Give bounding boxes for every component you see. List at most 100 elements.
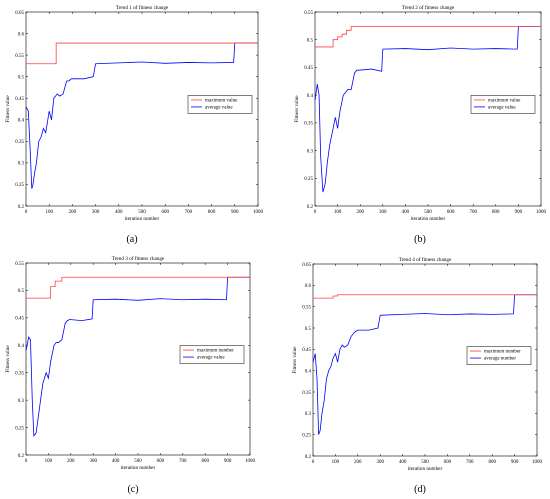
x-tick-label: 0 [314, 210, 317, 215]
x-tick-label: 200 [67, 459, 75, 464]
y-tick-label: 0.25 [302, 433, 311, 438]
x-tick-label: 400 [112, 459, 120, 464]
y-tick-label: 0.35 [15, 372, 24, 377]
series-line-maximum [26, 42, 258, 65]
legend-box [187, 95, 253, 114]
x-tick-label: 400 [399, 460, 407, 465]
x-axis-label: iteration number [408, 466, 443, 472]
y-tick-label: 0.55 [304, 11, 313, 16]
y-tick-label: 0.25 [304, 177, 313, 182]
chart-panel-1: Trend 1 of fitness change 0 100 200 300 400 50… [5, 4, 264, 245]
y-tick-label: 0.65 [15, 11, 24, 16]
y-tick-label: 0.2 [18, 205, 25, 210]
x-tick-label: 0 [25, 210, 28, 215]
y-tick-label: 0.5 [307, 39, 314, 44]
legend-box [470, 95, 536, 114]
x-tick-label: 700 [469, 210, 477, 215]
y-tick-label: 0.4 [18, 344, 25, 349]
y-tick-label: 0.5 [18, 289, 25, 294]
chart-title: Trend 2 of fitness change [402, 4, 455, 11]
y-axis-label: Fitness value [5, 345, 11, 373]
x-tick-label: 900 [515, 210, 523, 215]
x-tick-label: 800 [208, 210, 216, 215]
series-line-average [312, 294, 537, 435]
chart-panel-2: Trend 2 of fitness change 0 100 200 300 400 50… [294, 4, 547, 245]
x-tick-label: 800 [488, 460, 496, 465]
chart-panel-4: Trend 4 of fitness change 0 100 200 300 400 50… [292, 256, 543, 495]
y-tick-label: 0.2 [305, 455, 312, 460]
x-tick-label: 1000 [532, 460, 543, 465]
series-line-maximum [315, 26, 541, 48]
x-tick-label: 800 [201, 459, 209, 464]
x-tick-label: 700 [466, 460, 474, 465]
x-tick-label: 500 [421, 460, 429, 465]
y-tick-label: 0.55 [15, 54, 24, 59]
x-tick-label: 1000 [253, 210, 264, 215]
x-tick-label: 300 [89, 459, 97, 464]
y-tick-label: 0.45 [304, 66, 313, 71]
panel-caption: (a) [126, 234, 137, 245]
legend-box [466, 346, 532, 365]
y-tick-label: 0.45 [15, 317, 24, 322]
y-tick-label: 0.2 [307, 205, 314, 210]
legend-entry: average value [488, 105, 516, 110]
x-tick-label: 100 [334, 210, 342, 215]
panel-caption: (d) [414, 484, 426, 495]
x-tick-label: 900 [511, 460, 519, 465]
x-tick-label: 300 [379, 210, 387, 215]
y-tick-label: 0.35 [304, 122, 313, 127]
x-tick-label: 400 [115, 210, 123, 215]
x-tick-label: 500 [134, 459, 142, 464]
x-tick-label: 0 [25, 459, 28, 464]
x-tick-label: 800 [492, 210, 500, 215]
y-axis-label: Fitness value [5, 95, 11, 123]
y-tick-label: 0.2 [18, 454, 25, 459]
x-tick-label: 300 [92, 210, 100, 215]
y-tick-label: 0.3 [18, 162, 25, 167]
series-line-maximum [313, 294, 537, 299]
y-tick-label: 0.3 [18, 399, 25, 404]
x-tick-label: 0 [312, 460, 315, 465]
series-line-average [25, 42, 258, 189]
series-line-average [314, 26, 541, 193]
y-tick-label: 0.55 [15, 262, 24, 267]
x-axis-label: iteration number [125, 216, 160, 222]
y-tick-label: 0.25 [15, 183, 24, 188]
legend-box [179, 345, 245, 364]
y-tick-label: 0.6 [18, 32, 25, 37]
chart-title: Trend 3 of fitness change [112, 255, 165, 262]
y-tick-label: 0.4 [307, 94, 314, 99]
series-line-average [25, 276, 250, 437]
y-tick-label: 0.65 [302, 263, 311, 268]
x-tick-label: 600 [447, 210, 455, 215]
x-tick-label: 1000 [245, 459, 256, 464]
x-tick-label: 900 [224, 459, 232, 464]
x-tick-label: 300 [376, 460, 384, 465]
y-tick-label: 0.35 [15, 140, 24, 145]
x-tick-label: 100 [45, 210, 53, 215]
legend-entry: maximum number [484, 350, 521, 355]
x-tick-label: 600 [444, 460, 452, 465]
panel-caption: (b) [414, 234, 426, 245]
x-tick-label: 400 [402, 210, 410, 215]
x-tick-label: 600 [157, 459, 165, 464]
y-axis-label: Fitness value [294, 95, 300, 123]
x-tick-label: 600 [161, 210, 169, 215]
chart-panel-3: Trend 3 of fitness change 0 100 200 300 400 50… [5, 255, 256, 495]
x-tick-label: 900 [231, 210, 239, 215]
y-tick-label: 0.55 [302, 305, 311, 310]
x-tick-label: 100 [45, 459, 53, 464]
x-tick-label: 1000 [536, 210, 547, 215]
legend-entry: maximum value [205, 98, 238, 103]
y-axis-label: Fitness value [292, 346, 298, 374]
x-tick-label: 200 [356, 210, 364, 215]
x-axis-label: iteration number [411, 216, 446, 222]
x-tick-label: 500 [424, 210, 432, 215]
y-tick-label: 0.4 [305, 369, 312, 374]
legend-entry: average number [484, 357, 516, 362]
x-axis-label: iteration number [121, 465, 156, 471]
y-tick-label: 0.5 [305, 327, 312, 332]
series-line-maximum [26, 276, 250, 299]
y-tick-label: 0.45 [302, 348, 311, 353]
